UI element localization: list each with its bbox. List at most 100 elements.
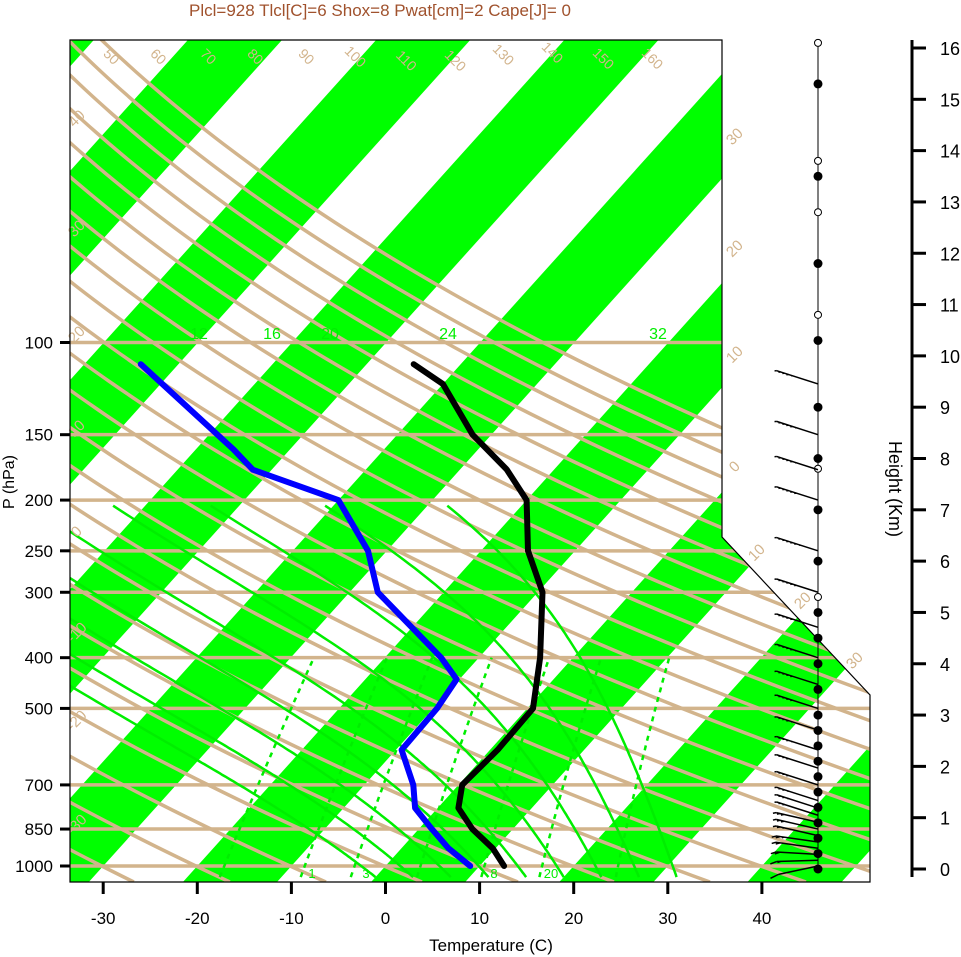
mixing-ratio-line bbox=[415, 657, 493, 878]
wind-barb bbox=[774, 786, 819, 802]
isotherm-label: -20 bbox=[63, 707, 90, 734]
dry-adiabat bbox=[70, 40, 870, 882]
dry-adiabat bbox=[70, 40, 870, 882]
pressure-tick-label: 400 bbox=[25, 649, 53, 668]
height-dot bbox=[813, 725, 823, 735]
wind-barb bbox=[772, 818, 819, 830]
pressure-tick-label: 700 bbox=[25, 776, 53, 795]
wind-barb bbox=[774, 694, 819, 710]
height-dot-open bbox=[814, 38, 822, 47]
pressure-tick-label: 850 bbox=[25, 820, 53, 839]
wind-barb bbox=[774, 536, 819, 552]
isotherm-label: 20 bbox=[791, 589, 815, 613]
height-tick-label: 11 bbox=[940, 296, 959, 316]
moist-adiabat bbox=[70, 504, 377, 879]
x-axis: -30 -20 -10 0 10 20 30 40 bbox=[91, 882, 771, 928]
wind-barb bbox=[774, 794, 819, 809]
dry-adiabat bbox=[70, 40, 870, 882]
height-tick-label: 7 bbox=[940, 501, 950, 521]
plot-frame bbox=[69, 39, 871, 883]
wind-barb bbox=[774, 670, 819, 686]
mixing-ratio-line bbox=[299, 657, 389, 878]
dry-adiabat bbox=[70, 40, 870, 882]
height-dot bbox=[813, 864, 823, 874]
wind-barb bbox=[774, 801, 819, 816]
moist-adiabat bbox=[70, 504, 528, 878]
x-tick-label: 40 bbox=[752, 909, 771, 928]
isotherm-label: 30 bbox=[723, 125, 747, 149]
height-dot-open bbox=[814, 208, 822, 217]
wind-barb bbox=[772, 811, 819, 823]
height-dot bbox=[813, 633, 823, 643]
profile-series bbox=[137, 361, 546, 869]
x-tick-label: -10 bbox=[279, 909, 304, 928]
height-tick-label: 0 bbox=[940, 860, 950, 880]
moist-adiabat bbox=[70, 504, 415, 879]
temperature-profile bbox=[410, 361, 546, 869]
mixing-ratio-label: 8 bbox=[490, 866, 497, 881]
isotherm-band bbox=[70, 40, 309, 882]
x-tick-label: 20 bbox=[564, 909, 583, 928]
dry-adiabat bbox=[70, 40, 519, 882]
height-dot bbox=[813, 556, 823, 566]
moist-adiabat bbox=[210, 504, 603, 878]
height-dot bbox=[813, 402, 823, 412]
dry-adiabat bbox=[70, 40, 807, 882]
pressure-tick-label: 150 bbox=[25, 426, 53, 445]
height-dot bbox=[813, 684, 823, 694]
dry-adiabat bbox=[70, 40, 870, 882]
dry-adiabat-label: 130 bbox=[490, 41, 518, 69]
height-dot-open bbox=[814, 310, 822, 319]
mixing-ratio-label: 3 bbox=[362, 866, 369, 881]
height-dot bbox=[813, 710, 823, 720]
moist-adiabat-label: 24 bbox=[439, 326, 457, 343]
dry-adiabat bbox=[70, 40, 870, 882]
height-tick-label: 9 bbox=[940, 398, 950, 418]
isotherm-band bbox=[532, 40, 870, 882]
wind-barb bbox=[770, 865, 819, 879]
height-tick-label: 5 bbox=[940, 603, 950, 623]
dry-adiabat bbox=[70, 40, 870, 882]
dewpoint-profile bbox=[137, 361, 474, 869]
height-dot-open bbox=[814, 156, 822, 165]
wind-barb bbox=[774, 369, 819, 385]
wind-barb bbox=[774, 770, 819, 786]
height-dot bbox=[813, 787, 823, 797]
height-tick-label: 8 bbox=[940, 450, 950, 470]
isotherm-label: 10 bbox=[745, 541, 769, 565]
pressure-tick-label: 100 bbox=[25, 334, 53, 353]
isotherm-band bbox=[720, 40, 870, 882]
wind-barb-column bbox=[770, 38, 823, 879]
height-tick-label: 4 bbox=[940, 655, 950, 675]
mixing-ratio-line bbox=[218, 657, 315, 878]
x-tick-label: 30 bbox=[658, 909, 677, 928]
height-dot bbox=[813, 818, 823, 828]
wind-barb bbox=[771, 835, 819, 843]
height-dot bbox=[813, 607, 823, 617]
isotherm-label: 10 bbox=[723, 343, 747, 367]
moist-adiabat-label: 20 bbox=[321, 326, 339, 343]
mixing-ratio-label: 20 bbox=[544, 866, 558, 881]
moist-adiabat-label: 32 bbox=[649, 326, 667, 343]
height-dot bbox=[813, 259, 823, 269]
height-tick-label: 14 bbox=[940, 142, 960, 162]
pressure-tick-label: 500 bbox=[25, 699, 53, 718]
height-dot bbox=[813, 79, 823, 89]
dry-adiabat bbox=[70, 40, 615, 882]
wind-barb bbox=[774, 420, 819, 436]
height-tick-label: 15 bbox=[940, 90, 960, 110]
pressure-axis: 100 150 200 250 300 400 500 700 850 1000 bbox=[15, 334, 70, 876]
x-tick-label: -20 bbox=[185, 909, 210, 928]
height-tick-label: 12 bbox=[940, 244, 960, 264]
height-tick-label: 16 bbox=[940, 39, 960, 59]
moist-adiabat-label: 12 bbox=[190, 326, 208, 343]
dry-adiabat bbox=[70, 40, 711, 882]
mixing-ratio-line bbox=[538, 657, 603, 878]
isotherm-label: 20 bbox=[723, 237, 747, 261]
pressure-tick-label: 250 bbox=[25, 542, 53, 561]
dry-adiabat bbox=[70, 40, 870, 882]
wind-barb bbox=[774, 735, 819, 751]
